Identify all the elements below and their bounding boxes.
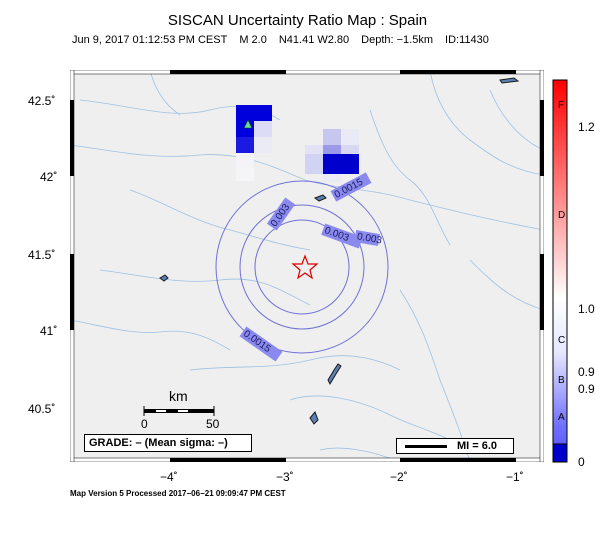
lat-tick-label: 40.5˚ [28, 402, 56, 416]
colorbar-letter-b: B [558, 375, 565, 386]
lat-tick-label: 42.5˚ [28, 94, 56, 108]
map-title: SISCAN Uncertainty Ratio Map : Spain [167, 12, 428, 29]
event-info-line: Jun 9, 2017 01:12:53 PM CEST M 2.0 N41.4… [72, 34, 542, 46]
colorbar-value: 1.0 [578, 302, 595, 316]
epicenter-star-icon [291, 254, 319, 280]
event-id: ID:11430 [445, 34, 489, 46]
lon-tick-label: −4˚ [160, 470, 178, 484]
colorbar-value: 0.9 [578, 382, 595, 396]
colorbar-value: 1.2 [578, 120, 595, 134]
scale-tick-start: 0 [141, 417, 148, 431]
colorbar-letter-a: A [558, 412, 565, 423]
scale-tick-end: 50 [206, 417, 220, 431]
uncertainty-cells [236, 105, 359, 182]
event-depth: Depth: −1.5km [361, 34, 434, 46]
mi-legend-bar [405, 445, 447, 448]
scale-unit-label: km [169, 388, 188, 404]
colorbar [552, 79, 568, 463]
event-location: N41.41 W2.80 [278, 34, 350, 46]
event-magnitude: M 2.0 [239, 34, 267, 46]
lon-tick-label: −3˚ [276, 470, 294, 484]
grade-box: GRADE: – (Mean sigma: –) [84, 434, 252, 452]
lat-tick-label: 41˚ [40, 324, 58, 338]
event-datetime: Jun 9, 2017 01:12:53 PM CEST [72, 34, 228, 46]
map-version-footer: Map Version 5 Processed 2017−06−21 09:09… [70, 489, 286, 498]
contour-label: 0.003 [356, 231, 383, 246]
lakes [159, 77, 520, 425]
map-frame [70, 70, 544, 462]
contour-lines [215, 180, 389, 354]
lon-tick-label: −1˚ [506, 470, 524, 484]
mi-legend-label: MI = 6.0 [457, 440, 498, 452]
contour-label-boxes [239, 172, 380, 362]
lon-tick-label: −2˚ [390, 470, 408, 484]
colorbar-letter-f: F [558, 100, 565, 111]
station-triangle-icon [243, 119, 253, 129]
colorbar-value: 0.9 [578, 365, 595, 379]
mi-legend: MI = 6.0 [396, 438, 514, 454]
colorbar-letter-d: D [558, 210, 566, 221]
lat-tick-label: 42˚ [40, 170, 58, 184]
colorbar-letter-c: C [558, 335, 566, 346]
lat-tick-label: 41.5˚ [28, 248, 56, 262]
scale-bar-graphic [143, 406, 215, 416]
uncertainty-map: 0.0015 0.003 0.003 0.003 0.0015 [70, 70, 544, 462]
colorbar-value: 0 [578, 455, 585, 469]
rivers [70, 70, 544, 462]
